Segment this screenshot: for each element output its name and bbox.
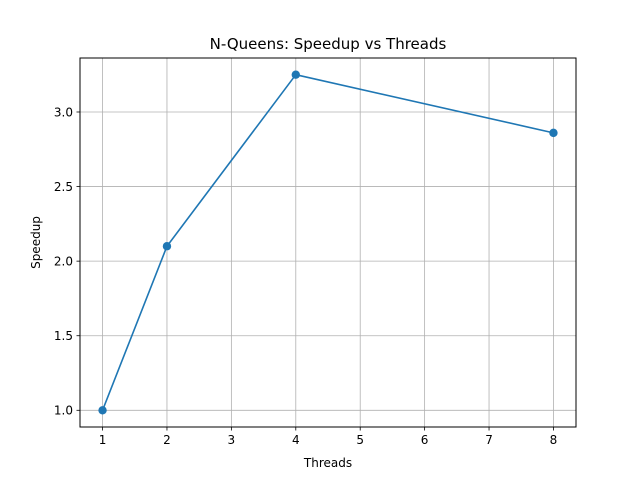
x-tick-label: 8	[550, 433, 558, 447]
x-tick-label: 6	[421, 433, 429, 447]
data-point	[549, 128, 558, 138]
x-tick-label: 4	[292, 433, 300, 447]
data-point	[291, 70, 300, 79]
x-tick-label: 7	[485, 433, 493, 447]
data-point	[162, 242, 172, 251]
y-axis-label: Speedup	[29, 216, 43, 269]
data-series	[98, 70, 558, 415]
x-axis-label: Threads	[303, 456, 352, 470]
grid-lines	[80, 58, 576, 427]
plot-frame	[79, 57, 577, 428]
series-line	[101, 73, 554, 411]
y-tick-label: 1.0	[54, 404, 73, 418]
chart-title: N-Queens: Speedup vs Threads	[210, 35, 447, 53]
x-tick-label: 2	[163, 433, 171, 447]
y-tick-label: 2.0	[54, 254, 73, 268]
y-tick-label: 2.5	[54, 180, 73, 194]
axis-ticks: 1 2 3 4 5 6 7 8 1.0 1.5 2.0 2.5 3.0	[54, 105, 557, 447]
y-tick-label: 1.5	[54, 329, 73, 343]
y-tick-label: 3.0	[54, 105, 73, 119]
x-tick-label: 3	[228, 433, 236, 447]
x-tick-label: 5	[356, 433, 364, 447]
data-point	[98, 406, 107, 415]
x-tick-label: 1	[99, 433, 107, 447]
